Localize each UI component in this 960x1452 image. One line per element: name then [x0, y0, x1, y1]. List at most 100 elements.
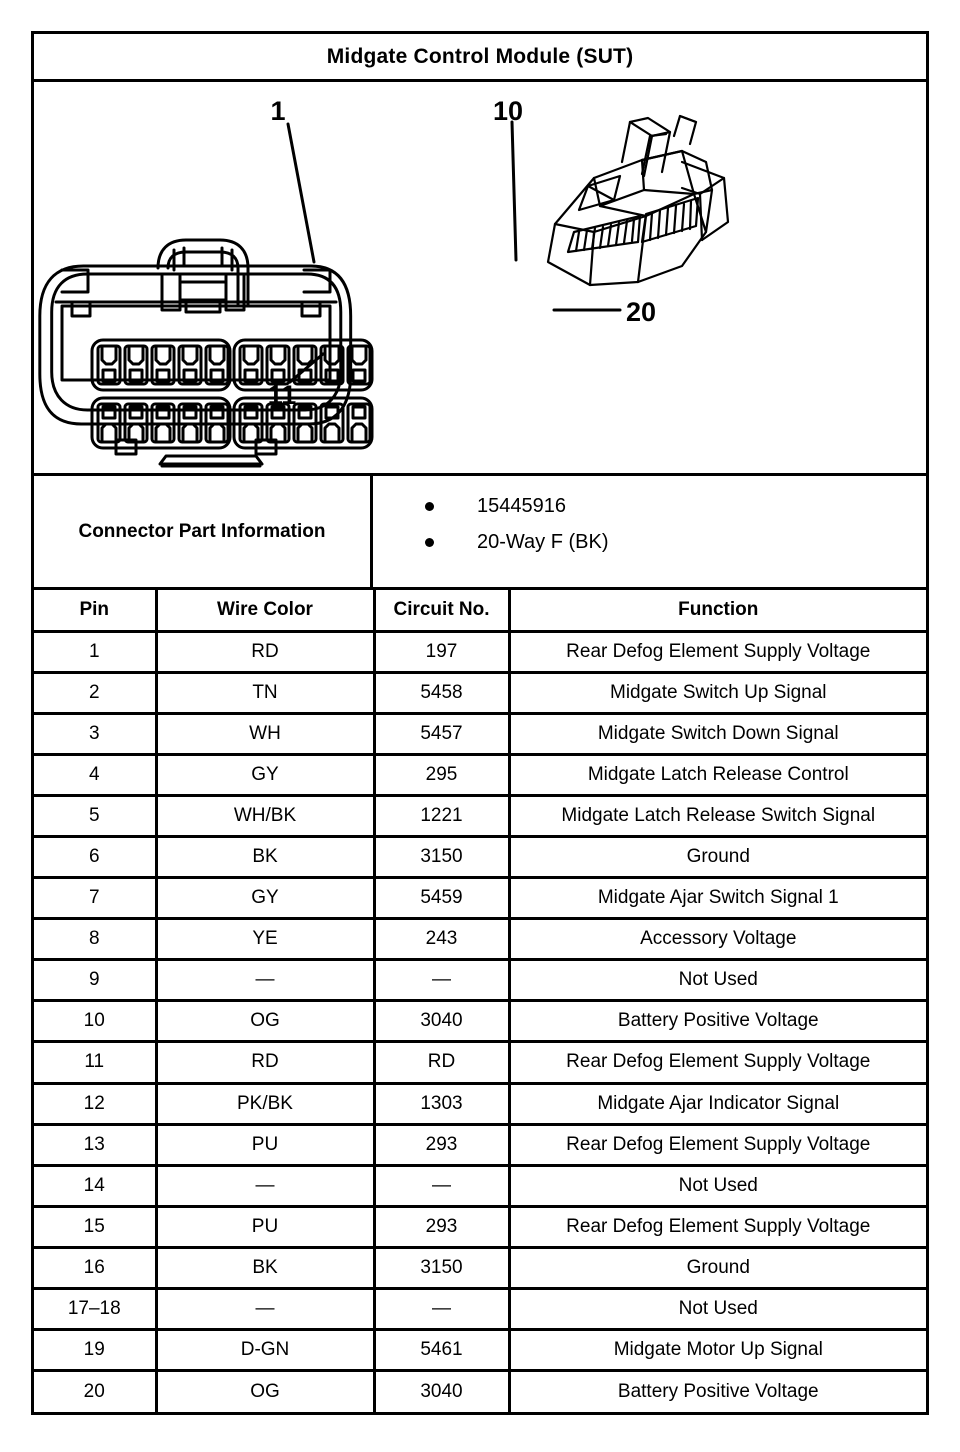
cell-wire-color: GY: [156, 877, 376, 921]
cell-function: Not Used: [509, 1165, 926, 1208]
table-row: 17–18— — Not Used: [34, 1288, 926, 1332]
cell-function: Midgate Switch Down Signal: [509, 713, 926, 756]
document-title-bar: Midgate Control Module (SUT): [34, 34, 926, 82]
cell-circuit-no: 5458: [374, 672, 511, 715]
table-row: 7 GY 5459 Midgate Ajar Switch Signal 1: [34, 877, 926, 921]
connector-bottom-keys: [114, 438, 278, 468]
cavity-group-bottom-right: [232, 396, 374, 450]
cell-wire-color: GY: [156, 754, 376, 797]
cell-wire-color: RD: [156, 1041, 376, 1085]
cavity-top: [96, 344, 230, 386]
cell-circuit-no: 5457: [374, 713, 511, 756]
cell-pin: 17–18: [34, 1288, 158, 1332]
cell-function: Battery Positive Voltage: [509, 1000, 926, 1044]
connector-latch: [156, 238, 250, 314]
cavity-bottom: [238, 402, 372, 444]
cell-circuit-no: 5459: [374, 877, 511, 921]
table-row: 15 PU 293 Rear Defog Element Supply Voltage: [34, 1206, 926, 1249]
cavity-group-top-left: [90, 338, 232, 392]
table-row: 13 PU 293 Rear Defog Element Supply Voltage: [34, 1124, 926, 1167]
table-row: 9— — Not Used: [34, 959, 926, 1003]
cell-function: Not Used: [509, 959, 926, 1003]
cell-wire-color: WH/BK: [156, 795, 376, 838]
cell-pin: 1: [34, 631, 158, 674]
cell-circuit-no: 3150: [374, 836, 511, 880]
cell-function: Ground: [509, 836, 926, 880]
leader-line-1: [286, 122, 316, 264]
cell-function: Midgate Latch Release Control: [509, 754, 926, 797]
table-row: 8 YE 243 Accessory Voltage: [34, 918, 926, 962]
table-row: 19 D-GN 5461 Midgate Motor Up Signal: [34, 1329, 926, 1373]
connector-side-tabs: [60, 268, 332, 318]
table-row: 20 OG 3040 Battery Positive Voltage: [34, 1370, 926, 1412]
cell-wire-color: BK: [156, 836, 376, 880]
table-row: 1 RD 197 Rear Defog Element Supply Voltage: [34, 631, 926, 674]
callout-leaders: [286, 120, 622, 384]
column-header-wire-color: Wire Color: [156, 590, 376, 633]
cell-wire-color: RD: [156, 631, 376, 674]
cell-wire-color: —: [156, 959, 376, 1003]
table-row: 10 OG 3040 Battery Positive Voltage: [34, 1000, 926, 1044]
callout-label-1: 1: [270, 96, 285, 126]
column-header-pin: Pin: [34, 590, 158, 633]
connector-part-information-values: 15445916 20-Way F (BK): [373, 476, 926, 587]
cell-function: Ground: [509, 1247, 926, 1291]
callout-label-11: 11: [268, 380, 297, 410]
table-row: 5 WH/BK 1221 Midgate Latch Release Switch S…: [34, 795, 926, 838]
cell-function: Battery Positive Voltage: [617, 1381, 819, 1403]
table-row: 3 WH 5457 Midgate Switch Down Signal: [34, 713, 926, 756]
bullet-icon: [425, 501, 434, 511]
cell-pin: 6: [34, 836, 158, 880]
cell-function: Rear Defog Element Supply Voltage: [509, 1041, 926, 1085]
column-header-circuit-no: Circuit No.: [374, 590, 511, 633]
table-header-row: Pin Wire Color Circuit No. Function: [34, 590, 926, 633]
cell-function: Rear Defog Element Supply Voltage: [509, 1206, 926, 1249]
cell-circuit-no: —: [374, 1288, 511, 1332]
cell-wire-color: PK/BK: [156, 1083, 376, 1126]
cell-circuit-no: 3150: [374, 1247, 511, 1291]
cell-function: Midgate Switch Up Signal: [509, 672, 926, 715]
cell-pin: 4: [34, 754, 158, 797]
cell-wire-color: —: [156, 1165, 376, 1208]
table-row: 16 BK 3150 Ground: [34, 1247, 926, 1291]
cell-circuit-no: 243: [374, 918, 511, 962]
cell-wire-color: OG: [156, 1370, 376, 1412]
connector-type-value: 20-Way F (BK): [477, 530, 609, 553]
page-title: Midgate Control Module (SUT): [326, 44, 634, 68]
cell-pin: 14: [34, 1165, 158, 1208]
connector-part-information-label: Connector Part Information: [34, 476, 373, 587]
column-header-function: Function: [509, 590, 926, 633]
cell-pin: 11: [34, 1041, 158, 1085]
table-row: 6 BK 3150 Ground: [34, 836, 926, 880]
part-bullet-item: 15445916: [373, 488, 926, 524]
cell-wire-color: PU: [156, 1124, 376, 1167]
cell-circuit-no: 3040: [374, 1370, 511, 1412]
cell-wire-color: PU: [156, 1206, 376, 1249]
cell-circuit-no: 293: [374, 1206, 511, 1249]
cell-function: Accessory Voltage: [509, 918, 926, 962]
callout-label-20: 20: [626, 297, 656, 327]
cell-circuit-no: —: [374, 959, 511, 1003]
table-row: 12 PK/BK 1303 Midgate Ajar Indicator Signal: [34, 1083, 926, 1126]
cell-pin: 20: [34, 1370, 158, 1412]
cell-function: Midgate Latch Release Switch Signal: [509, 795, 926, 838]
connector-part-information-block: Connector Part Information 15445916 20-W…: [34, 476, 926, 590]
callout-label-10: 10: [493, 96, 523, 126]
cell-pin: 9: [34, 959, 158, 1003]
cell-function: Midgate Ajar Indicator Signal: [509, 1083, 926, 1126]
cell-pin: 2: [34, 672, 158, 715]
connector-isometric-view: [546, 114, 730, 287]
cell-circuit-no: RD: [374, 1041, 511, 1085]
cell-pin: 15: [34, 1206, 158, 1249]
cell-wire-color: D-GN: [156, 1329, 376, 1373]
cavity-group-bottom-left: [90, 396, 232, 450]
part-number-value: 15445916: [477, 494, 566, 517]
cell-wire-color: —: [156, 1288, 376, 1332]
cell-pin: 19: [34, 1329, 158, 1373]
connector-figure-panel: 1 10 11 20: [34, 82, 926, 476]
cell-circuit-no: 1303: [374, 1083, 511, 1126]
cell-circuit-no: 5461: [374, 1329, 511, 1373]
part-bullet-item: 20-Way F (BK): [373, 524, 926, 560]
cell-wire-color: YE: [156, 918, 376, 962]
cell-wire-color: WH: [156, 713, 376, 756]
